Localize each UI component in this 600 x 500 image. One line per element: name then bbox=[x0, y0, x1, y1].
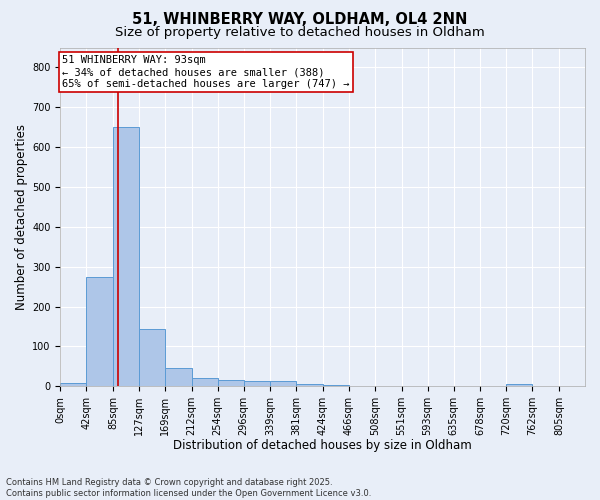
Text: 51, WHINBERRY WAY, OLDHAM, OL4 2NN: 51, WHINBERRY WAY, OLDHAM, OL4 2NN bbox=[133, 12, 467, 28]
Text: 51 WHINBERRY WAY: 93sqm
← 34% of detached houses are smaller (388)
65% of semi-d: 51 WHINBERRY WAY: 93sqm ← 34% of detache… bbox=[62, 56, 350, 88]
Bar bbox=[506, 384, 532, 386]
X-axis label: Distribution of detached houses by size in Oldham: Distribution of detached houses by size … bbox=[173, 440, 472, 452]
Bar bbox=[139, 329, 165, 386]
Bar bbox=[61, 383, 86, 386]
Bar bbox=[191, 378, 218, 386]
Bar bbox=[244, 382, 271, 386]
Bar bbox=[218, 380, 244, 386]
Bar bbox=[86, 276, 113, 386]
Text: Size of property relative to detached houses in Oldham: Size of property relative to detached ho… bbox=[115, 26, 485, 39]
Bar bbox=[296, 384, 323, 386]
Bar bbox=[113, 127, 139, 386]
Bar bbox=[271, 382, 296, 386]
Bar bbox=[165, 368, 191, 386]
Y-axis label: Number of detached properties: Number of detached properties bbox=[15, 124, 28, 310]
Text: Contains HM Land Registry data © Crown copyright and database right 2025.
Contai: Contains HM Land Registry data © Crown c… bbox=[6, 478, 371, 498]
